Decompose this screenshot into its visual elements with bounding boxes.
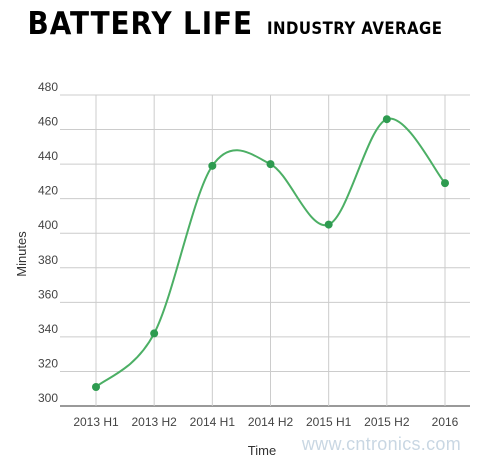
data-points	[92, 115, 449, 391]
chart-title: BATTERY LIFE INDUSTRY AVERAGE	[0, 6, 481, 42]
x-tick-label: 2014 H2	[248, 415, 294, 429]
y-tick-label: 480	[38, 80, 58, 94]
y-tick-label: 420	[38, 184, 58, 198]
y-tick-label: 380	[38, 253, 58, 267]
y-tick-label: 400	[38, 218, 58, 232]
x-tick-label: 2016	[432, 415, 459, 429]
data-point[interactable]	[441, 179, 449, 188]
x-tick-label: 2014 H1	[190, 415, 236, 429]
data-point[interactable]	[92, 382, 100, 391]
y-tick-label: 320	[38, 356, 58, 370]
x-axis-title: Time	[248, 443, 276, 458]
x-tick-label: 2015 H1	[306, 415, 352, 429]
data-point[interactable]	[150, 329, 159, 338]
x-tick-label: 2015 H2	[364, 415, 410, 429]
y-tick-label: 460	[38, 115, 58, 129]
chart-title-sub: INDUSTRY AVERAGE	[267, 19, 443, 39]
x-axis-ticks: 2013 H1 2013 H2 2014 H1 2014 H2 2015 H1 2015 …	[73, 415, 458, 429]
data-point[interactable]	[266, 160, 275, 169]
y-tick-label: 300	[38, 391, 58, 405]
x-tick-label: 2013 H2	[131, 415, 177, 429]
data-point[interactable]	[324, 220, 333, 229]
grid-lines	[60, 94, 470, 407]
y-axis-title: Minutes	[14, 231, 29, 277]
data-point[interactable]	[208, 161, 217, 170]
y-tick-label: 340	[38, 322, 58, 336]
watermark: www.cntronics.com	[301, 434, 461, 454]
chart-title-main: BATTERY LIFE	[27, 6, 253, 42]
x-tick-label: 2013 H1	[73, 415, 119, 429]
y-tick-label: 440	[38, 149, 58, 163]
data-point[interactable]	[382, 115, 391, 124]
y-axis-ticks: 300 320 340 360 380 400 420 440 460 480	[38, 80, 58, 405]
y-tick-label: 360	[38, 287, 58, 301]
